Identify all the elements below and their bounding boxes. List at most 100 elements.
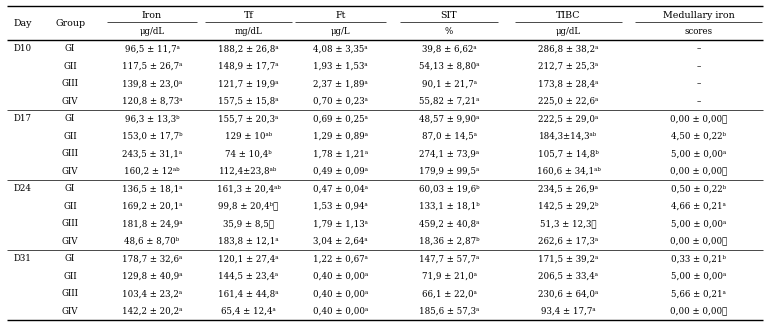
Text: 459,2 ± 40,8ᵃ: 459,2 ± 40,8ᵃ [419,219,479,228]
Text: μg/dL: μg/dL [556,27,581,37]
Text: 117,5 ± 26,7ᵃ: 117,5 ± 26,7ᵃ [122,62,182,71]
Text: 4,66 ± 0,21ᵃ: 4,66 ± 0,21ᵃ [671,202,726,211]
Text: SIT: SIT [440,10,457,20]
Text: 0,40 ± 0,00ᵃ: 0,40 ± 0,00ᵃ [313,307,368,316]
Text: 178,7 ± 32,6ᵃ: 178,7 ± 32,6ᵃ [122,254,182,263]
Text: TIBC: TIBC [556,10,581,20]
Text: 120,8 ± 8,73ᵃ: 120,8 ± 8,73ᵃ [122,97,182,106]
Text: 225,0 ± 22,6ᵃ: 225,0 ± 22,6ᵃ [538,97,598,106]
Text: 181,8 ± 24,9ᵃ: 181,8 ± 24,9ᵃ [122,219,182,228]
Text: GIII: GIII [62,219,79,228]
Text: 48,57 ± 9,90ᵃ: 48,57 ± 9,90ᵃ [419,114,479,123]
Text: GIII: GIII [62,149,79,158]
Text: 121,7 ± 19,9ᵃ: 121,7 ± 19,9ᵃ [218,79,279,88]
Text: 1,79 ± 1,13ᵃ: 1,79 ± 1,13ᵃ [313,219,368,228]
Text: 96,3 ± 13,3ᵇ: 96,3 ± 13,3ᵇ [125,114,179,123]
Text: 5,00 ± 0,00ᵃ: 5,00 ± 0,00ᵃ [671,272,726,281]
Text: GIV: GIV [62,167,79,176]
Text: –: – [696,97,701,106]
Text: GII: GII [63,132,77,141]
Text: 54,13 ± 8,80ᵃ: 54,13 ± 8,80ᵃ [419,62,479,71]
Text: 183,8 ± 12,1ᵃ: 183,8 ± 12,1ᵃ [218,237,279,246]
Text: 39,8 ± 6,62ᵃ: 39,8 ± 6,62ᵃ [422,44,477,53]
Text: 139,8 ± 23,0ᵃ: 139,8 ± 23,0ᵃ [122,79,182,88]
Text: 0,40 ± 0,00ᵃ: 0,40 ± 0,00ᵃ [313,289,368,298]
Text: 2,37 ± 1,89ᵃ: 2,37 ± 1,89ᵃ [313,79,368,88]
Text: 103,4 ± 23,2ᵃ: 103,4 ± 23,2ᵃ [122,289,182,298]
Text: GIV: GIV [62,97,79,106]
Text: 18,36 ± 2,87ᵇ: 18,36 ± 2,87ᵇ [419,237,479,246]
Text: 160,6 ± 34,1ᵃᵇ: 160,6 ± 34,1ᵃᵇ [537,167,601,176]
Text: 274,1 ± 73,9ᵃ: 274,1 ± 73,9ᵃ [419,149,479,158]
Text: 4,50 ± 0,22ᵇ: 4,50 ± 0,22ᵇ [671,132,726,141]
Text: 262,6 ± 17,3ᵃ: 262,6 ± 17,3ᵃ [538,237,598,246]
Text: 129,8 ± 40,9ᵃ: 129,8 ± 40,9ᵃ [122,272,182,281]
Text: D17: D17 [14,114,32,123]
Text: 90,1 ± 21,7ᵃ: 90,1 ± 21,7ᵃ [421,79,477,88]
Text: 93,4 ± 17,7ᵃ: 93,4 ± 17,7ᵃ [541,307,596,316]
Text: 243,5 ± 31,1ᵃ: 243,5 ± 31,1ᵃ [122,149,182,158]
Text: 133,1 ± 18,1ᵇ: 133,1 ± 18,1ᵇ [419,202,480,211]
Text: 51,3 ± 12,3᪝: 51,3 ± 12,3᪝ [541,219,597,228]
Text: 169,2 ± 20,1ᵃ: 169,2 ± 20,1ᵃ [122,202,182,211]
Text: GI: GI [65,114,75,123]
Text: 184,3±14,3ᵃᵇ: 184,3±14,3ᵃᵇ [539,132,598,141]
Text: 148,9 ± 17,7ᵃ: 148,9 ± 17,7ᵃ [218,62,279,71]
Text: 185,6 ± 57,3ᵃ: 185,6 ± 57,3ᵃ [419,307,479,316]
Text: 71,9 ± 21,0ᵃ: 71,9 ± 21,0ᵃ [421,272,477,281]
Text: 212,7 ± 25,3ᵃ: 212,7 ± 25,3ᵃ [538,62,598,71]
Text: 0,00 ± 0,00᪝: 0,00 ± 0,00᪝ [670,237,727,246]
Text: 161,3 ± 20,4ᵃᵇ: 161,3 ± 20,4ᵃᵇ [216,184,280,193]
Text: 0,00 ± 0,00᪝: 0,00 ± 0,00᪝ [670,167,727,176]
Text: 120,1 ± 27,4ᵃ: 120,1 ± 27,4ᵃ [218,254,279,263]
Text: GII: GII [63,62,77,71]
Text: GIII: GIII [62,289,79,298]
Text: 105,7 ± 14,8ᵇ: 105,7 ± 14,8ᵇ [538,149,599,158]
Text: 171,5 ± 39,2ᵃ: 171,5 ± 39,2ᵃ [538,254,598,263]
Text: 87,0 ± 14,5ᵃ: 87,0 ± 14,5ᵃ [421,132,477,141]
Text: 161,4 ± 44,8ᵃ: 161,4 ± 44,8ᵃ [218,289,279,298]
Text: 1,78 ± 1,21ᵃ: 1,78 ± 1,21ᵃ [313,149,368,158]
Text: 0,70 ± 0,23ᵃ: 0,70 ± 0,23ᵃ [313,97,368,106]
Text: 35,9 ± 8,5᪝: 35,9 ± 8,5᪝ [223,219,274,228]
Text: 0,33 ± 0,21ᵇ: 0,33 ± 0,21ᵇ [671,254,726,263]
Text: 112,4±23,8ᵃᵇ: 112,4±23,8ᵃᵇ [219,167,278,176]
Text: 0,00 ± 0,00᪝: 0,00 ± 0,00᪝ [670,114,727,123]
Text: 5,66 ± 0,21ᵃ: 5,66 ± 0,21ᵃ [671,289,726,298]
Text: 1,29 ± 0,89ᵃ: 1,29 ± 0,89ᵃ [313,132,368,141]
Text: GI: GI [65,184,75,193]
Text: GI: GI [65,254,75,263]
Text: 234,5 ± 26,9ᵃ: 234,5 ± 26,9ᵃ [538,184,598,193]
Text: –: – [696,62,701,71]
Text: 155,7 ± 20,3ᵃ: 155,7 ± 20,3ᵃ [219,114,279,123]
Text: GIV: GIV [62,237,79,246]
Text: Iron: Iron [142,10,162,20]
Text: 179,9 ± 99,5ᵃ: 179,9 ± 99,5ᵃ [419,167,479,176]
Text: 160,2 ± 12ᵃᵇ: 160,2 ± 12ᵃᵇ [124,167,180,176]
Text: Group: Group [55,20,85,28]
Text: 144,5 ± 23,4ᵃ: 144,5 ± 23,4ᵃ [219,272,279,281]
Text: 60,03 ± 19,6ᵇ: 60,03 ± 19,6ᵇ [419,184,479,193]
Text: 0,49 ± 0,09ᵃ: 0,49 ± 0,09ᵃ [313,167,368,176]
Text: 0,50 ± 0,22ᵇ: 0,50 ± 0,22ᵇ [671,184,726,193]
Text: D24: D24 [14,184,32,193]
Text: 3,04 ± 2,64ᵃ: 3,04 ± 2,64ᵃ [313,237,368,246]
Text: 0,00 ± 0,00᪝: 0,00 ± 0,00᪝ [670,307,727,316]
Text: mg/dL: mg/dL [235,27,263,37]
Text: 153,0 ± 17,7ᵇ: 153,0 ± 17,7ᵇ [122,132,182,141]
Text: 129 ± 10ᵃᵇ: 129 ± 10ᵃᵇ [225,132,272,141]
Text: μg/L: μg/L [330,27,350,37]
Text: 0,69 ± 0,25ᵃ: 0,69 ± 0,25ᵃ [313,114,368,123]
Text: %: % [445,27,453,37]
Text: GIV: GIV [62,307,79,316]
Text: 142,2 ± 20,2ᵃ: 142,2 ± 20,2ᵃ [122,307,182,316]
Text: 66,1 ± 22,0ᵃ: 66,1 ± 22,0ᵃ [421,289,477,298]
Text: 65,4 ± 12,4ᵃ: 65,4 ± 12,4ᵃ [221,307,276,316]
Text: GII: GII [63,202,77,211]
Text: –: – [696,44,701,53]
Text: 1,53 ± 0,94ᵃ: 1,53 ± 0,94ᵃ [313,202,368,211]
Text: 74 ± 10,4ᵇ: 74 ± 10,4ᵇ [225,149,272,158]
Text: 96,5 ± 11,7ᵃ: 96,5 ± 11,7ᵃ [125,44,179,53]
Text: 0,47 ± 0,04ᵃ: 0,47 ± 0,04ᵃ [313,184,368,193]
Text: scores: scores [685,27,712,37]
